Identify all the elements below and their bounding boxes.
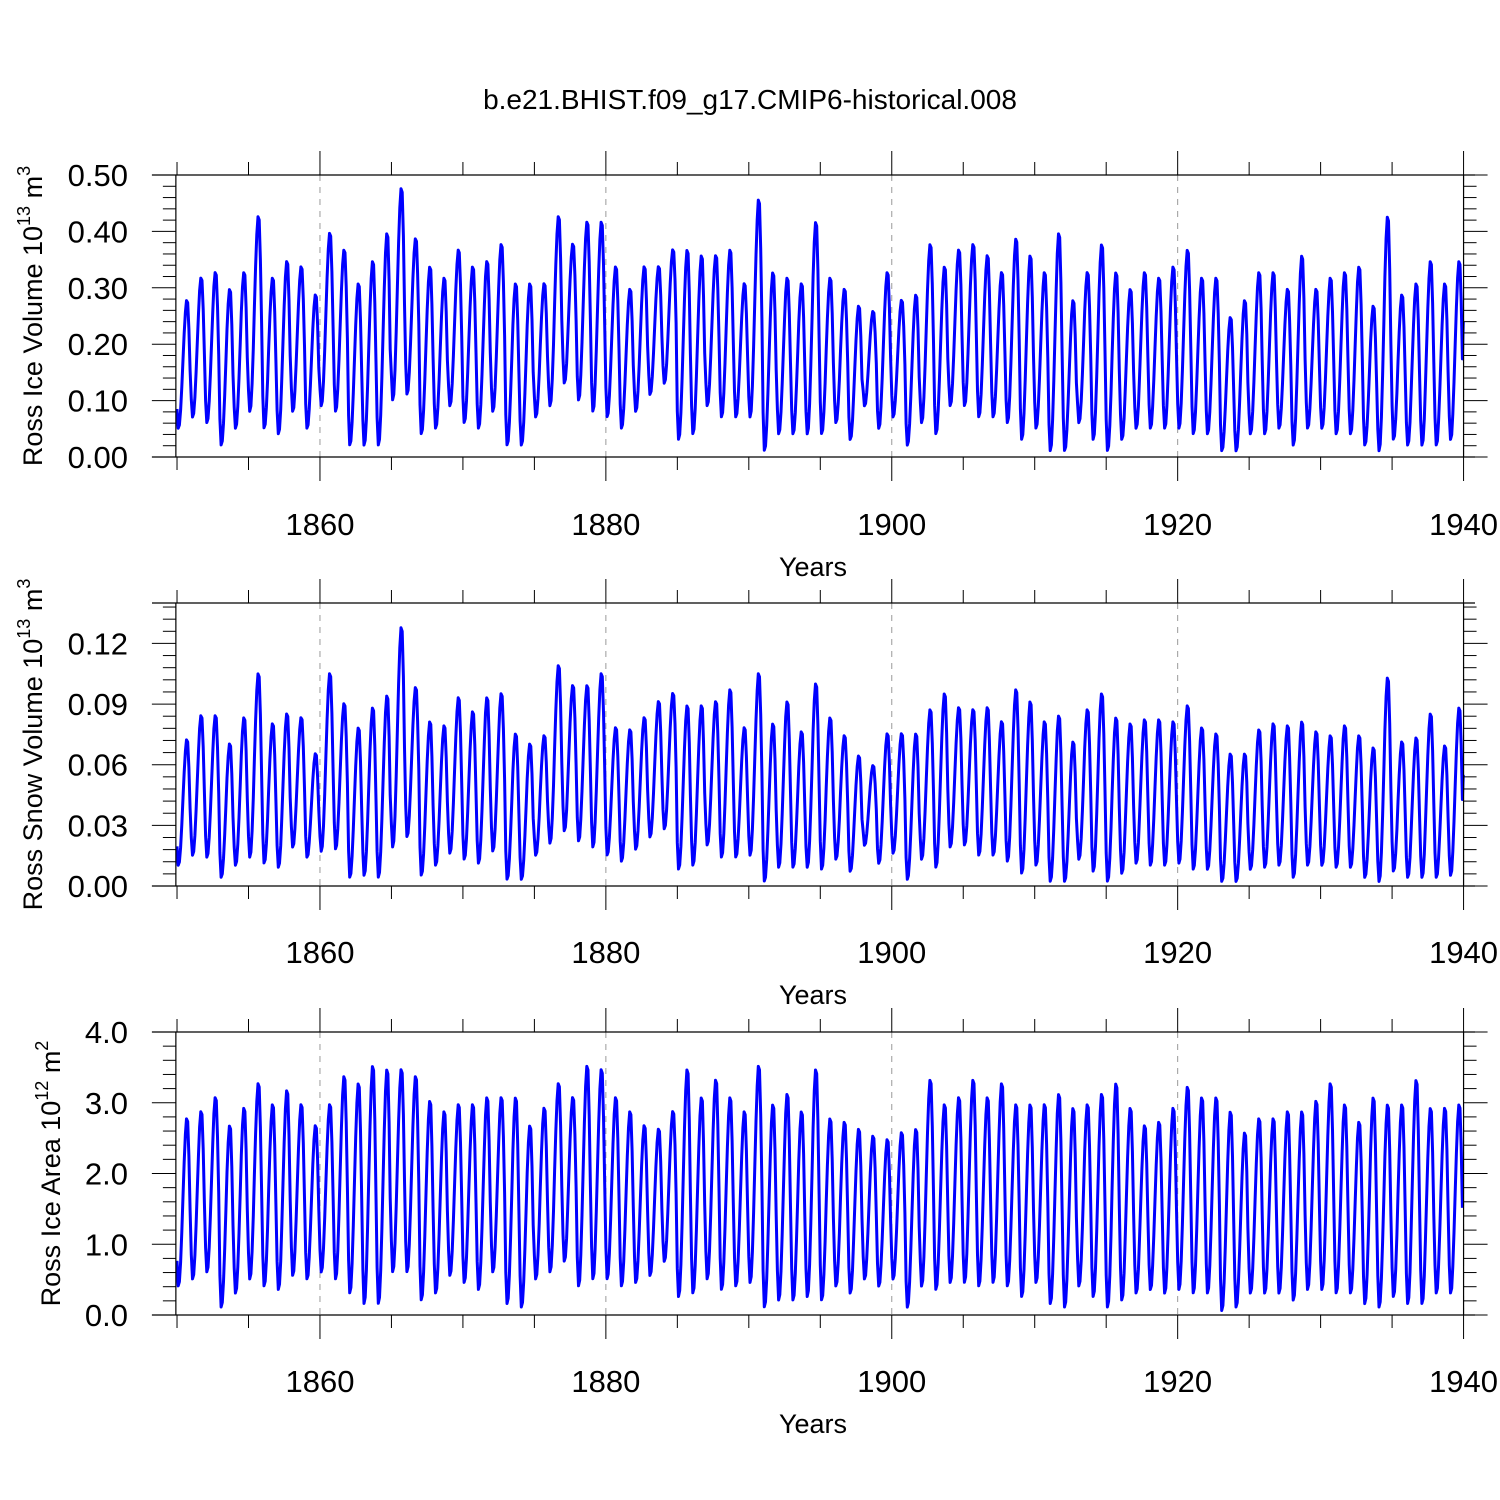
x-axis-label: Years <box>779 1409 847 1439</box>
y-tick-label: 0.00 <box>68 869 128 904</box>
y-tick-label: 0.30 <box>68 271 128 306</box>
x-tick-label: 1860 <box>285 507 354 542</box>
y-tick-label: 0.50 <box>68 158 128 193</box>
y-tick-label: 4.0 <box>85 1015 128 1050</box>
y-axis-label-text: Ross Ice Volume 10 <box>18 226 48 466</box>
x-axis-label: Years <box>779 980 847 1010</box>
x-tick-label: 1860 <box>285 1364 354 1399</box>
y-tick-label: 3.0 <box>85 1086 128 1121</box>
series-line-ross-ice-volume <box>175 187 1465 453</box>
y-tick-label: 0.06 <box>68 748 128 783</box>
y-axis-label-unit-exp: 3 <box>14 579 34 589</box>
y-tick-label: 0.10 <box>68 384 128 419</box>
x-tick-label: 1900 <box>857 935 926 970</box>
y-tick-label: 0.40 <box>68 214 128 249</box>
x-tick-label: 1940 <box>1429 1364 1498 1399</box>
x-tick-label: 1880 <box>571 507 640 542</box>
x-tick-label: 1940 <box>1429 507 1498 542</box>
y-axis-label-exp: 13 <box>14 619 34 639</box>
series-line-ross-ice-area <box>175 1064 1464 1312</box>
x-tick-label: 1860 <box>285 935 354 970</box>
y-axis-label: Ross Ice Volume 1013 m3 <box>14 166 48 466</box>
y-axis-label-unit: m <box>36 1051 66 1081</box>
panel-2: 0.00 0.03 0.06 0.09 0.12 1860 1880 1900 1920 1940… <box>14 579 1498 1010</box>
chart-title: b.e21.BHIST.f09_g17.CMIP6-historical.008 <box>483 84 1017 115</box>
x-tick-label: 1880 <box>571 935 640 970</box>
y-axis-label: Ross Ice Area 1012 m2 <box>32 1041 66 1307</box>
y-axis-label-text: Ross Ice Area 10 <box>36 1101 66 1307</box>
x-tick-label: 1920 <box>1143 1364 1212 1399</box>
y-axis-label-unit-exp: 3 <box>14 166 34 176</box>
y-tick-label: 0.12 <box>68 626 128 661</box>
y-axis-label: Ross Snow Volume 1013 m3 <box>14 579 48 911</box>
y-tick-label: 0.00 <box>68 440 128 475</box>
x-tick-label: 1940 <box>1429 935 1498 970</box>
x-tick-label: 1900 <box>857 507 926 542</box>
x-tick-label: 1920 <box>1143 935 1212 970</box>
y-tick-label: 0.03 <box>68 808 128 843</box>
x-tick-label: 1880 <box>571 1364 640 1399</box>
y-axis-label-unit: m <box>18 589 48 619</box>
series-line-ross-snow-volume <box>175 626 1465 883</box>
y-axis-label-exp: 12 <box>32 1081 52 1101</box>
x-axis-label: Years <box>779 552 847 582</box>
y-axis-label-unit-exp: 2 <box>32 1041 52 1051</box>
y-axis-label-text: Ross Snow Volume 10 <box>18 639 48 911</box>
y-tick-label: 0.09 <box>68 687 128 722</box>
panel-3: 0.0 1.0 2.0 3.0 4.0 1860 1880 1900 1920 1940 Years… <box>32 1008 1498 1439</box>
y-tick-label: 2.0 <box>85 1157 128 1192</box>
y-axis-label-unit: m <box>18 176 48 206</box>
y-tick-label: 0.0 <box>85 1298 128 1333</box>
y-tick-label: 0.20 <box>68 327 128 362</box>
x-tick-label: 1920 <box>1143 507 1212 542</box>
y-tick-label: 1.0 <box>85 1227 128 1262</box>
y-axis-label-exp: 13 <box>14 206 34 226</box>
panel-1: 0.00 0.10 0.20 0.30 0.40 0.50 1860 1880 1900 1920… <box>14 151 1498 582</box>
x-tick-label: 1900 <box>857 1364 926 1399</box>
